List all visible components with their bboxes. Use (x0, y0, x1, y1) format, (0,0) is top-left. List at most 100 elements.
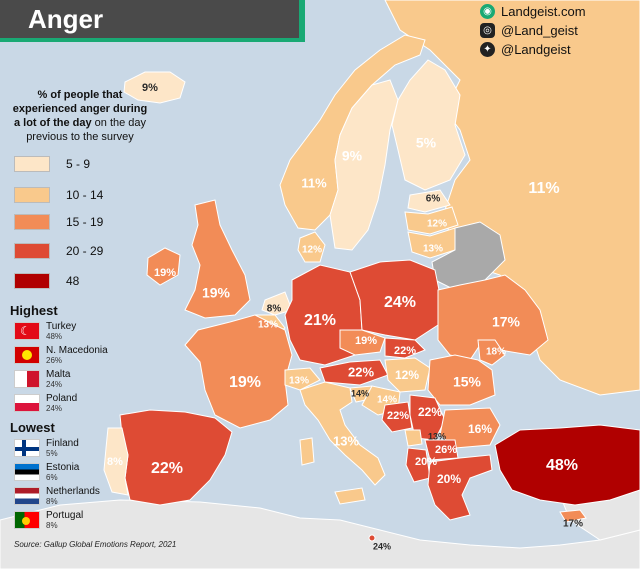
map-label-cyprus: 17% (563, 519, 583, 530)
region-sicily (334, 487, 366, 505)
highest-entry-poland: Poland 24% (14, 394, 77, 416)
map-label-latvia: 12% (427, 219, 447, 230)
region-hungary (384, 357, 431, 393)
entry-name: Netherlands (46, 486, 100, 497)
entry-name: Portugal (46, 510, 84, 521)
entry-name: Finland (46, 438, 79, 449)
map-labels: 9% 11% 9% 5% 11% 6% 12% 13% 12% 19% 19% 8% 13% 21% 24%… (107, 82, 583, 551)
twitter-handle[interactable]: @Landgeist (501, 41, 571, 57)
highest-entry-malta: Malta 24% (14, 370, 70, 392)
map-label-croatia: 14% (377, 395, 397, 406)
map-label-greece: 20% (437, 472, 461, 486)
region-latvia (404, 206, 459, 235)
estonia-flag-icon (14, 463, 40, 481)
map-label-poland: 24% (384, 294, 416, 311)
branding: ◉ Landgeist.com ◎ @Land_geist ✦ @Landgei… (480, 2, 630, 59)
legend-heading-bold: % of people that experienced anger durin… (12, 89, 148, 129)
map-title: Anger (28, 4, 104, 34)
legend-label: 15 - 19 (66, 215, 104, 229)
region-slovakia (384, 337, 426, 359)
lowest-entry-portugal: Portugal 8% (14, 511, 83, 533)
map-label-ukraine: 17% (492, 314, 521, 330)
region-cyprus (559, 509, 587, 523)
map-label-ireland: 19% (154, 267, 176, 279)
legend-swatch (14, 243, 50, 259)
region-albania (405, 447, 431, 483)
map-label-lithuania: 13% (423, 244, 443, 255)
region-malta (368, 534, 376, 542)
instagram-icon: ◎ (480, 22, 495, 38)
entry-value: 6% (46, 473, 58, 482)
map-label-norway: 11% (301, 175, 327, 190)
website-row[interactable]: ◉ Landgeist.com (480, 2, 630, 20)
region-ukraine (437, 274, 549, 361)
highest-entry-turkey: ☾ Turkey 48% (14, 322, 76, 344)
map-label-france: 19% (229, 374, 261, 391)
map-label-sweden: 9% (342, 148, 363, 164)
map-label-turkey: 48% (546, 457, 578, 474)
map-label-serbia: 22% (418, 405, 442, 419)
map-label-albania: 20% (415, 456, 437, 468)
legend-label: 10 - 14 (66, 188, 104, 202)
region-portugal (103, 427, 129, 496)
region-montenegro (404, 429, 423, 447)
map-label-uk: 19% (202, 285, 231, 301)
map-label-switzerland: 13% (289, 376, 309, 387)
highest-title: Highest (10, 303, 58, 318)
twitter-row[interactable]: ✦ @Landgeist (480, 40, 630, 58)
map-label-italy: 13% (333, 433, 359, 448)
legend-label: 5 - 9 (66, 157, 91, 171)
website-link[interactable]: Landgeist.com (501, 3, 586, 19)
entry-value: 24% (46, 404, 63, 413)
source-note: Source: Gallup Global Emotions Report, 2… (14, 540, 177, 549)
map-label-malta: 24% (373, 541, 391, 551)
region-bulgaria (439, 407, 501, 449)
region-spain (119, 409, 233, 506)
region-romania (427, 354, 496, 406)
entry-name: Poland (46, 393, 78, 404)
map-label-romania: 15% (453, 374, 482, 390)
portugal-flag-icon (14, 511, 40, 529)
lowest-entry-finland: Finland 5% (14, 439, 79, 461)
turkey-flag-icon: ☾ (14, 322, 40, 340)
legend-bin-5: 48 (14, 272, 144, 290)
lowest-title: Lowest (10, 420, 55, 435)
title-bar: Anger (0, 0, 305, 42)
entry-name: Malta (46, 369, 71, 380)
entry-value: 48% (46, 332, 63, 341)
region-netherlands (261, 291, 293, 316)
lowest-entry-estonia: Estonia 6% (14, 463, 79, 485)
legend-swatch (14, 156, 50, 172)
entry-name: N. Macedonia (46, 345, 108, 356)
legend-swatch (14, 187, 50, 203)
map-label-spain: 22% (151, 460, 183, 477)
entry-value: 26% (46, 356, 63, 365)
region-sardinia (299, 437, 315, 466)
entry-name: Estonia (46, 462, 80, 473)
instagram-handle[interactable]: @Land_geist (501, 22, 578, 38)
entry-name: Turkey (46, 321, 77, 332)
map-label-hungary: 12% (395, 368, 419, 382)
map-label-iceland: 9% (142, 82, 158, 94)
map-label-czechia: 19% (355, 335, 377, 347)
region-switzerland (284, 367, 321, 391)
map-label-germany: 21% (304, 312, 336, 329)
legend-bin-4: 20 - 29 (14, 242, 144, 260)
twitter-icon: ✦ (480, 41, 495, 57)
region-denmark (297, 231, 326, 263)
entry-value: 8% (46, 497, 58, 506)
instagram-row[interactable]: ◎ @Land_geist (480, 21, 630, 39)
entry-value: 8% (46, 521, 58, 530)
region-france (184, 314, 293, 429)
entry-value: 24% (46, 380, 63, 389)
region-uk (184, 199, 251, 319)
map-label-moldova: 18% (486, 347, 506, 358)
map-label-finland: 5% (416, 135, 437, 151)
map-label-montenegro: 13% (428, 431, 446, 441)
globe-icon: ◉ (480, 3, 495, 19)
legend-heading: % of people that experienced anger durin… (10, 88, 150, 144)
region-iceland (123, 71, 186, 104)
legend-heading-rest: on the day previous to the survey (26, 117, 147, 143)
map-label-estonia: 6% (426, 194, 441, 205)
